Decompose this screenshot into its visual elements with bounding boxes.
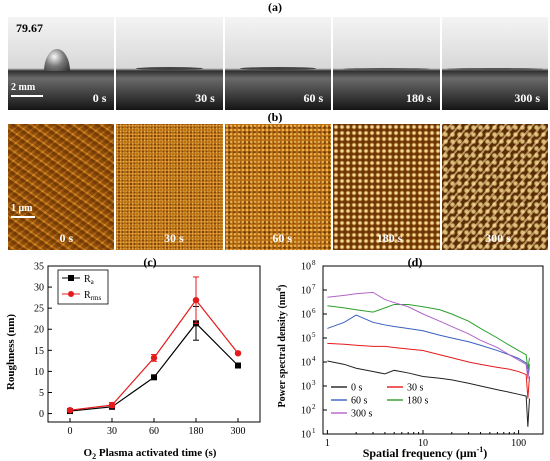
series-line-a bbox=[69, 322, 239, 412]
droplet-film bbox=[446, 68, 544, 70]
legend-label: 60 s bbox=[351, 396, 368, 407]
scale-bar-label: 2 mm bbox=[11, 82, 36, 93]
x-tick-label: 100 bbox=[511, 438, 526, 449]
x-tick-label: 300 bbox=[231, 426, 246, 437]
y-tick-exponent: 2 bbox=[312, 403, 316, 411]
afm-image-180s: 180 s bbox=[333, 124, 440, 250]
legend: Ra Rrms bbox=[57, 269, 109, 305]
series-line bbox=[327, 360, 530, 427]
data-point bbox=[192, 296, 200, 304]
y-tick-exponent: 3 bbox=[312, 379, 316, 387]
x-tick-label: 10 bbox=[418, 438, 428, 449]
time-label: 0 s bbox=[92, 91, 107, 105]
time-label: 180 s bbox=[376, 231, 403, 245]
y-tick-exponent: 1 bbox=[312, 427, 316, 435]
y-tick-label: 10 bbox=[301, 430, 311, 441]
y-tick-label: 10 bbox=[301, 286, 311, 297]
contact-angle-value: 79.67 bbox=[16, 21, 43, 35]
y-tick-label: 10 bbox=[301, 382, 311, 393]
afm-image-300s: 300 s bbox=[441, 124, 549, 250]
y-tick-label: 35 bbox=[34, 262, 44, 273]
series-line bbox=[327, 314, 530, 375]
y-tick-exponent: 7 bbox=[312, 283, 316, 291]
legend-label-ra: Ra bbox=[84, 274, 95, 286]
x-tick-label: 30 bbox=[107, 426, 117, 437]
x-tick-label: 1 bbox=[325, 438, 330, 449]
legend: 0 s 30 s 60 s 180 s 300 s bbox=[331, 383, 429, 420]
contact-angle-photo-30s: 30 s bbox=[116, 17, 223, 110]
time-label: 180 s bbox=[405, 91, 432, 105]
time-label: 30 s bbox=[195, 91, 215, 105]
legend-label: 180 s bbox=[407, 396, 429, 407]
contact-angle-strip: 79.67 2 mm 0 s 30 s 60 s 180 s 300 s bbox=[8, 17, 549, 110]
droplet-film bbox=[343, 68, 430, 70]
x-tick-label: 60 bbox=[149, 426, 159, 437]
scale-bar bbox=[11, 216, 35, 218]
afm-strip: 1 μm 0 s 30 s 60 s 180 s 300 s bbox=[8, 124, 549, 250]
time-label: 0 s bbox=[59, 231, 74, 245]
panel-a-label: (a) bbox=[268, 0, 282, 14]
data-point bbox=[150, 354, 158, 362]
y-tick-exponent: 4 bbox=[312, 355, 316, 363]
data-point bbox=[66, 406, 74, 414]
y-tick-label: 10 bbox=[34, 367, 44, 378]
y-tick-label: 10 bbox=[301, 334, 311, 345]
roughness-chart: (c) 0 5 10 15 20 25 30 35 0 30 60 180 300 Roughness … bbox=[5, 255, 261, 461]
x-axis-title: Spatial frequency (μm-1) bbox=[363, 445, 488, 460]
legend-label-rrms: Rrms bbox=[84, 290, 101, 302]
time-label: 300 s bbox=[485, 231, 511, 245]
data-point bbox=[108, 401, 116, 409]
y-tick-label: 15 bbox=[34, 346, 44, 357]
droplet-film bbox=[239, 67, 317, 70]
data-point bbox=[235, 362, 241, 369]
legend-marker-ra bbox=[68, 275, 74, 281]
contact-angle-photo-60s: 60 s bbox=[224, 17, 332, 110]
legend-label: 30 s bbox=[407, 383, 424, 394]
x-tick-label: 180 bbox=[189, 426, 204, 437]
y-tick-label: 20 bbox=[34, 325, 44, 336]
panel-b-label: (b) bbox=[267, 110, 283, 124]
data-point bbox=[234, 350, 242, 357]
legend-label: 300 s bbox=[351, 409, 373, 420]
y-tick-label: 10 bbox=[301, 310, 311, 321]
afm-image-30s: 30 s bbox=[116, 124, 223, 250]
time-label: 30 s bbox=[163, 231, 184, 245]
panel-d-label: (d) bbox=[408, 255, 423, 269]
afm-image-60s: 60 s bbox=[224, 124, 332, 250]
y-axis-title: Power spectral density (nm4) bbox=[275, 284, 288, 407]
time-label: 60 s bbox=[272, 231, 293, 245]
y-tick-label: 10 bbox=[301, 262, 311, 273]
plot-frame bbox=[322, 265, 544, 435]
legend-marker-rrms bbox=[68, 291, 74, 297]
time-label: 300 s bbox=[514, 91, 541, 105]
panel-c-label: (c) bbox=[143, 255, 156, 269]
y-tick-label: 10 bbox=[301, 358, 311, 369]
time-label: 60 s bbox=[303, 91, 324, 105]
droplet bbox=[44, 49, 70, 71]
data-point bbox=[151, 374, 157, 381]
y-tick-exponent: 6 bbox=[312, 307, 316, 315]
contact-angle-photo-180s: 180 s bbox=[333, 17, 440, 110]
series-line bbox=[327, 303, 530, 370]
droplet-film bbox=[136, 67, 203, 70]
contact-angle-photo-300s: 300 s bbox=[441, 17, 549, 110]
legend-label: 0 s bbox=[351, 383, 363, 394]
psd-chart: (d) 10 110 210 310 410 510 610 710 81 10 100 Power… bbox=[275, 255, 544, 460]
y-axis-title: Roughness (nm) bbox=[5, 314, 17, 390]
afm-image-0s: 1 μm 0 s bbox=[8, 124, 115, 250]
scale-bar bbox=[11, 95, 43, 97]
contact-angle-photo-0s: 79.67 2 mm 0 s bbox=[8, 17, 115, 110]
y-tick-label: 0 bbox=[39, 409, 44, 420]
y-tick-label: 25 bbox=[34, 304, 44, 315]
y-tick-exponent: 5 bbox=[312, 331, 316, 339]
y-tick-label: 30 bbox=[34, 283, 44, 294]
series-line bbox=[327, 342, 530, 399]
y-tick-label: 5 bbox=[39, 388, 44, 399]
x-axis-title: O2 Plasma activated time (s) bbox=[84, 447, 217, 461]
y-tick-label: 10 bbox=[301, 406, 311, 417]
y-tick-exponent: 8 bbox=[312, 259, 316, 267]
x-tick-label: 0 bbox=[68, 426, 73, 437]
scale-bar-label: 1 μm bbox=[11, 203, 33, 214]
series-line bbox=[327, 291, 530, 379]
